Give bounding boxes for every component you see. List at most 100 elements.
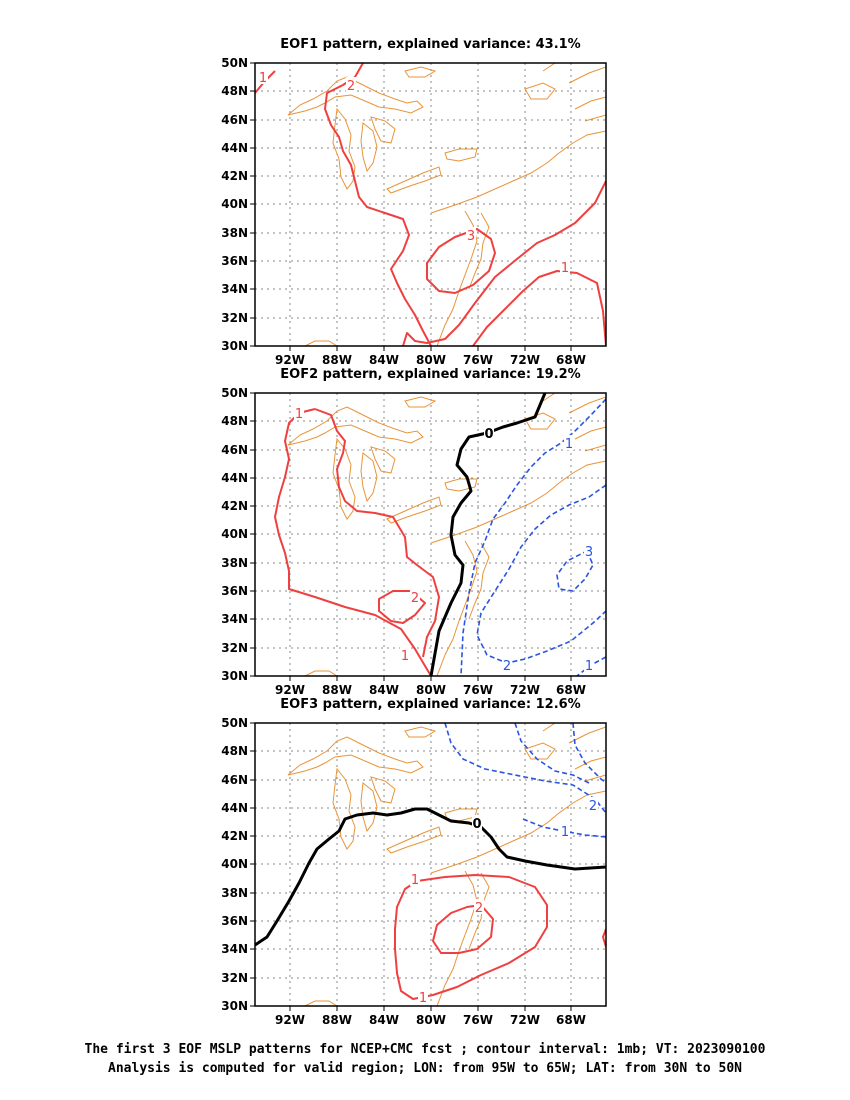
coastline [574, 96, 606, 122]
coastline [430, 460, 606, 544]
contour-label-bg [258, 69, 268, 84]
contour-label-bg [474, 899, 484, 914]
lon-tick-label: 72W [510, 1013, 540, 1027]
lon-tick-label: 92W [275, 683, 305, 697]
lon-tick-label: 84W [369, 1013, 399, 1027]
lat-tick-label: 34N [221, 282, 248, 296]
lat-tick-label: 44N [221, 141, 248, 155]
contour-label: 2 [475, 901, 483, 916]
positive-contour [426, 228, 496, 294]
coastline [360, 122, 378, 173]
coastline [542, 393, 606, 414]
coastline [370, 446, 396, 474]
map-content: 0 1 2 1 2 1 [255, 723, 606, 1006]
lat-tick-label: 44N [221, 801, 248, 815]
coastline [287, 406, 424, 446]
lon-tick-label: 84W [369, 353, 399, 367]
contour-label: 1 [561, 261, 569, 276]
contour-label: 2 [347, 79, 355, 94]
contour-label-bg [560, 259, 570, 274]
contour-label-bg [584, 657, 594, 672]
lat-tick-label: 46N [221, 113, 248, 127]
coastline [404, 66, 437, 78]
lat-tick-label: 42N [221, 499, 248, 513]
contours [274, 393, 606, 676]
contour-label: 1 [295, 407, 303, 422]
map-content: 1 2 3 1 [255, 63, 606, 346]
coastline [304, 670, 338, 676]
positive-contour [314, 408, 440, 658]
coastline [404, 726, 437, 738]
contour-label-bg [484, 425, 494, 440]
contour-label-bg [502, 657, 512, 672]
panel-3-title: EOF3 pattern, explained variance: 12.6% [280, 697, 581, 712]
lat-tick-label: 40N [221, 527, 248, 541]
positive-contour [274, 408, 432, 676]
lat-tick-label: 32N [221, 971, 248, 985]
coastline [468, 542, 490, 620]
eof1-map-panel: 1 2 3 1 50N 48N 46N 44N 42N 40N 38N 36N 34N 32N 30N 92W… [221, 56, 607, 367]
lat-tick-label: 30N [221, 339, 248, 353]
contour-label-bg [466, 227, 476, 242]
eof2-map-panel: 1 2 1 0 1 3 2 1 50N 48N 46N 44N 42N 40N 38N 36N 34N 32N 30… [221, 386, 607, 697]
contour-label: 0 [484, 427, 493, 442]
contour-label: 2 [589, 799, 597, 814]
lat-tick-label: 42N [221, 169, 248, 183]
coastline [360, 782, 378, 833]
lat-tick-label: 34N [221, 942, 248, 956]
positive-contour [402, 180, 606, 346]
lon-tick-label: 72W [510, 353, 540, 367]
contour-label-bg [560, 823, 570, 838]
lon-tick-label: 80W [416, 353, 446, 367]
coastline [287, 736, 424, 776]
coastline [468, 212, 490, 290]
coastline [287, 76, 424, 116]
lat-tick-label: 50N [221, 716, 248, 730]
lon-tick-label: 76W [463, 683, 493, 697]
coastline [386, 826, 442, 854]
coastline [524, 412, 556, 430]
lat-tick-label: 48N [221, 84, 248, 98]
panel-1-title: EOF1 pattern, explained variance: 43.1% [280, 37, 581, 52]
lon-tick-label: 88W [322, 353, 352, 367]
contours [255, 63, 606, 346]
coastline [444, 148, 478, 162]
contour-label-bg [294, 405, 304, 420]
contour-label-bg [400, 647, 410, 662]
lat-tick-label: 36N [221, 254, 248, 268]
contour-label-bg [584, 543, 594, 558]
lat-tick-label: 50N [221, 56, 248, 70]
lat-tick-label: 40N [221, 197, 248, 211]
contour-label: 2 [503, 659, 511, 674]
lon-tick-label: 68W [556, 1013, 586, 1027]
panel-2-title: EOF2 pattern, explained variance: 19.2% [280, 367, 581, 382]
zero-contour [255, 807, 606, 947]
contour-label: 0 [472, 817, 481, 832]
negative-contour [444, 723, 606, 814]
coastline [430, 130, 606, 214]
contour-label: 1 [401, 649, 409, 664]
contour-label-bg [410, 589, 420, 604]
lon-tick-label: 92W [275, 1013, 305, 1027]
contour-label: 1 [411, 873, 419, 888]
contour-label-bg [346, 77, 356, 92]
lat-tick-label: 38N [221, 556, 248, 570]
coastline [574, 426, 606, 452]
coastline [524, 82, 556, 100]
coastline [332, 767, 356, 850]
contour-label: 1 [561, 825, 569, 840]
gridlines [255, 393, 606, 676]
positive-contour [324, 63, 432, 346]
positive-contour [432, 904, 494, 954]
positive-contour [394, 874, 548, 1000]
coastline [444, 478, 478, 492]
lon-tick-label: 68W [556, 353, 586, 367]
lat-tick-label: 46N [221, 773, 248, 787]
coastline [574, 756, 606, 782]
contour-label-bg [564, 435, 574, 450]
contour-label-bg [418, 989, 428, 1004]
positive-contour [378, 590, 426, 624]
map-content: 1 2 1 0 1 3 2 1 [255, 393, 606, 676]
coastline [332, 107, 356, 190]
